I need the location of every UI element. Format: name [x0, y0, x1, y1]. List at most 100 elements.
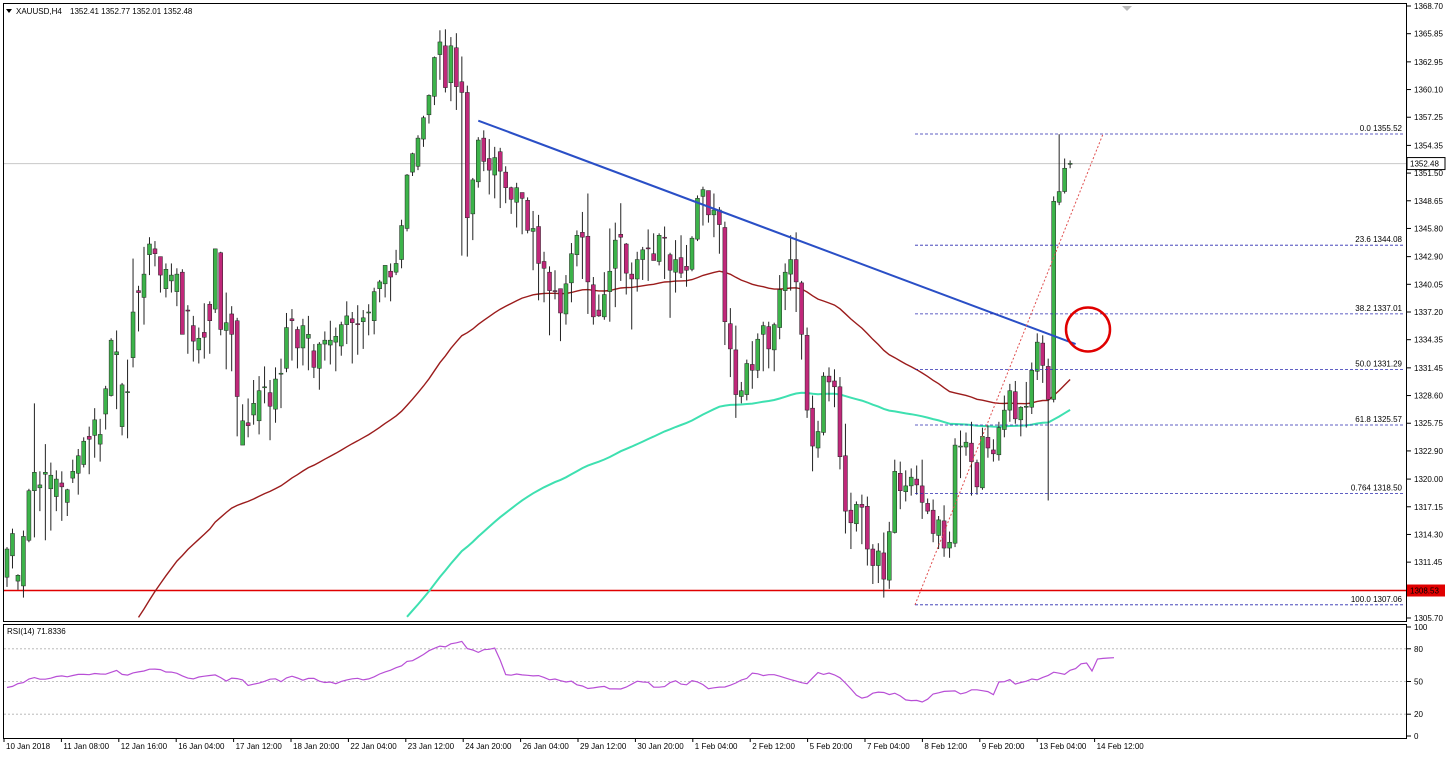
candle-bear — [311, 350, 317, 368]
candle-bear — [349, 318, 355, 323]
time-tick-label: 2 Feb 12:00 — [752, 742, 795, 751]
candle-bear — [930, 509, 936, 534]
price-tick-label: 1362.95 — [1414, 58, 1443, 67]
candle-bear — [355, 323, 360, 325]
fib-level-label: 50.0 1331.29 — [1355, 359, 1402, 368]
time-tick-label: 23 Jan 12:00 — [408, 742, 455, 751]
candle-bear — [289, 318, 295, 321]
candle-bear — [870, 548, 876, 566]
time-tick-label: 8 Feb 12:00 — [924, 742, 967, 751]
candle-bull — [996, 427, 1002, 456]
candle-bull — [1007, 390, 1013, 411]
candle-bear — [202, 332, 207, 338]
price-tick-label: 1320.00 — [1414, 475, 1443, 484]
candle-bull — [656, 235, 662, 262]
candle-bear — [651, 253, 656, 261]
candle-bull — [251, 403, 256, 416]
candle-bull — [371, 291, 377, 321]
candle-bull — [344, 315, 350, 325]
candle-bear — [706, 190, 711, 216]
candle-bull — [399, 225, 404, 260]
price-tick-label: 1328.60 — [1414, 392, 1443, 401]
price-tick-label: 1357.25 — [1414, 113, 1443, 122]
candle-bull — [103, 388, 108, 415]
candle-bear — [558, 288, 563, 314]
candle-bear — [585, 235, 591, 283]
candle-bear — [295, 329, 300, 349]
rsi-tick-label: 100 — [1414, 623, 1428, 632]
price-tick-label: 1314.30 — [1414, 530, 1443, 539]
candle-bull — [777, 289, 782, 328]
candle-bear — [158, 256, 163, 276]
candle-bear — [728, 323, 733, 350]
candle-bull — [569, 253, 574, 284]
time-tick-label: 26 Jan 04:00 — [523, 742, 570, 751]
candle-bull — [65, 489, 70, 503]
candle-bull — [744, 363, 750, 395]
candle-bull — [476, 139, 481, 183]
candle-bear — [645, 247, 651, 250]
candle-bull — [130, 311, 136, 358]
time-tick-label: 11 Jan 08:00 — [63, 742, 109, 751]
candle-bear — [843, 455, 848, 512]
candle-bull — [711, 209, 717, 216]
candle-bull — [410, 153, 415, 173]
candle-bull — [54, 478, 59, 497]
rsi-layer: 100 80 50 20 0 — [4, 623, 1428, 741]
candle-bull — [437, 41, 443, 55]
candle-bull — [212, 248, 218, 310]
candle-bear — [750, 364, 755, 371]
candle-bull — [284, 327, 289, 369]
candle-bear — [837, 386, 843, 457]
candle-bear — [191, 325, 196, 342]
candle-bull — [15, 575, 21, 582]
candle-bull — [125, 391, 130, 393]
symbol-dropdown-icon[interactable] — [6, 9, 12, 13]
candle-bear — [629, 273, 634, 280]
fib-level-label: 100.0 1307.06 — [1351, 595, 1403, 604]
candle-bear — [974, 462, 980, 488]
candle-bull — [634, 259, 640, 280]
candle-bull — [21, 536, 26, 587]
candle-bull — [360, 317, 366, 322]
candle-bull — [43, 472, 48, 475]
candle-bull — [48, 474, 54, 490]
candle-bull — [1029, 370, 1035, 408]
candle-bear — [969, 442, 974, 462]
candle-bull — [640, 249, 645, 260]
time-tick-label: 14 Feb 12:00 — [1097, 742, 1145, 751]
candle-bull — [563, 283, 569, 315]
price-tick-label: 1345.80 — [1414, 224, 1443, 233]
candle-bull — [887, 531, 892, 581]
time-tick-label: 7 Feb 04:00 — [867, 742, 910, 751]
candle-bear — [519, 192, 525, 199]
scroll-marker-icon[interactable] — [1122, 6, 1132, 11]
candle-bear — [459, 81, 465, 93]
candle-bull — [739, 390, 744, 397]
time-tick-label: 1 Feb 04:00 — [695, 742, 738, 751]
candle-bear — [245, 422, 251, 426]
price-tick-label: 1305.70 — [1414, 614, 1443, 623]
candle-bull — [821, 375, 826, 433]
price-tick-label: 1354.35 — [1414, 141, 1443, 150]
candle-bull — [613, 239, 618, 269]
candle-bear — [722, 227, 728, 322]
candle-bull — [689, 237, 695, 270]
candle-bear — [881, 552, 887, 580]
candle-bear — [552, 290, 558, 292]
candle-bear — [1013, 391, 1018, 420]
candle-bull — [196, 337, 202, 351]
candle-bear — [152, 248, 158, 254]
candle-bear — [919, 485, 925, 503]
candle-bear — [591, 284, 596, 318]
candle-bull — [37, 484, 43, 489]
candle-bear — [865, 506, 870, 550]
candle-bear — [508, 187, 514, 200]
candle-bull — [32, 472, 37, 491]
price-tick-label: 1348.65 — [1414, 197, 1443, 206]
candle-bear — [185, 309, 191, 312]
candle-bull — [404, 174, 410, 229]
price-tick-label: 1365.85 — [1414, 30, 1443, 39]
candle-bull — [421, 117, 426, 140]
candle-bear — [234, 320, 240, 397]
